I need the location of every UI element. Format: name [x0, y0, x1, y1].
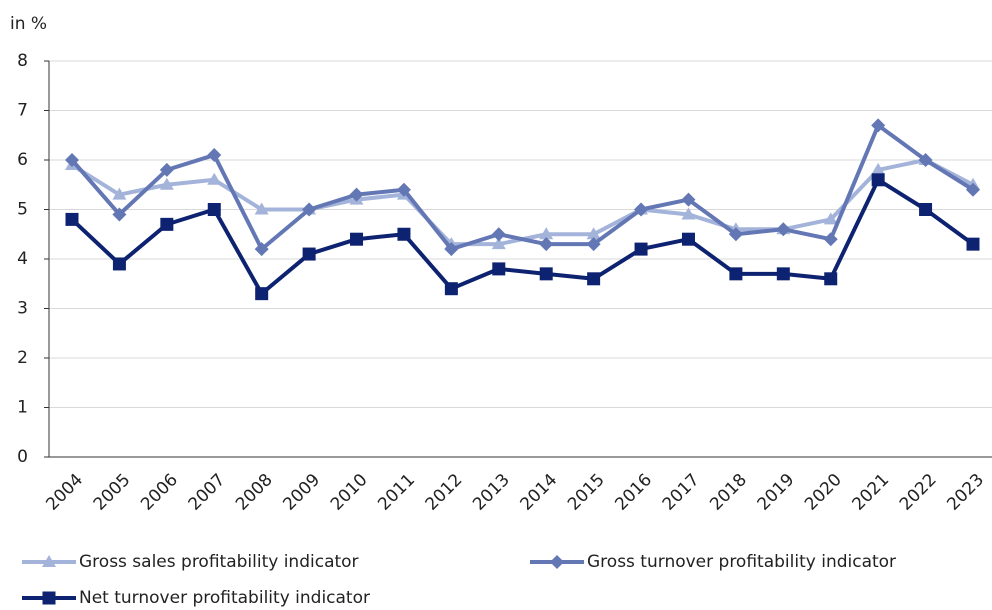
data-point: [729, 267, 743, 281]
series-line: [70, 158, 974, 247]
x-tick-label: 2010: [327, 470, 372, 515]
data-point: [397, 227, 411, 241]
data-point: [539, 227, 554, 240]
data-point: [112, 257, 126, 271]
legend-marker: [550, 555, 564, 569]
data-point: [823, 232, 838, 247]
y-tick-label: 2: [17, 348, 28, 368]
x-tick-label: 2017: [659, 470, 704, 515]
data-point: [539, 237, 554, 252]
data-point: [302, 247, 316, 261]
legend-label: Gross sales profitability indicator: [79, 552, 359, 572]
x-tick-label: 2022: [896, 470, 941, 515]
y-tick-label: 4: [17, 249, 28, 269]
y-tick-label: 5: [17, 200, 28, 220]
x-tick-label: 2007: [185, 470, 230, 515]
data-point: [444, 242, 459, 257]
data-point: [65, 153, 79, 167]
y-tick-label: 3: [17, 299, 28, 319]
data-point: [823, 212, 838, 225]
data-point: [634, 202, 649, 217]
data-point: [112, 207, 127, 222]
data-point: [871, 162, 886, 175]
x-tick-label: 2009: [279, 470, 324, 515]
data-point: [207, 148, 222, 163]
x-tick-label: 2018: [706, 470, 751, 515]
data-point: [159, 162, 174, 177]
data-point: [776, 267, 790, 281]
data-point: [776, 222, 791, 237]
data-point: [491, 237, 506, 250]
data-point: [681, 192, 696, 207]
data-point: [539, 267, 553, 281]
data-point: [65, 212, 79, 226]
legend-label: Net turnover profitability indicator: [79, 588, 370, 608]
x-tick-label: 2023: [943, 470, 988, 515]
y-tick-label: 0: [17, 447, 28, 467]
data-point: [966, 182, 980, 197]
data-point: [112, 187, 127, 200]
data-point: [871, 173, 885, 187]
data-point: [824, 272, 838, 286]
data-point: [159, 177, 174, 190]
y-tick-label: 8: [17, 51, 28, 71]
x-tick-label: 2008: [232, 470, 277, 515]
data-point: [350, 232, 364, 246]
y-axis-label: in %: [10, 14, 47, 34]
data-point: [254, 202, 269, 215]
legend-label: Gross turnover profitability indicator: [587, 552, 896, 572]
data-point: [349, 187, 364, 202]
y-tick-label: 6: [17, 150, 28, 170]
data-point: [207, 172, 222, 185]
data-point: [396, 182, 411, 197]
y-tick-label: 1: [17, 398, 28, 418]
data-point: [871, 118, 886, 133]
data-point: [918, 153, 933, 167]
x-tick-label: 2005: [90, 470, 135, 515]
series-line: [70, 177, 975, 296]
x-tick-label: 2016: [611, 470, 656, 515]
data-point: [681, 232, 695, 246]
x-tick-label: 2006: [137, 470, 182, 515]
data-point: [728, 227, 743, 242]
data-point: [586, 227, 601, 240]
data-point: [681, 207, 696, 220]
data-point: [207, 203, 221, 216]
x-tick-label: 2013: [469, 470, 514, 515]
data-point: [444, 282, 458, 296]
x-tick-label: 2004: [42, 470, 87, 515]
data-point: [255, 287, 269, 301]
x-tick-label: 2021: [848, 470, 893, 515]
x-tick-label: 2012: [422, 470, 467, 515]
series-line: [70, 123, 975, 252]
data-point: [919, 203, 933, 216]
data-point: [634, 242, 648, 256]
data-point: [254, 242, 269, 257]
x-tick-label: 2020: [801, 470, 846, 515]
x-tick-label: 2011: [374, 470, 419, 515]
legend-marker: [42, 555, 56, 567]
x-tick-label: 2015: [564, 470, 609, 515]
legend-marker: [42, 591, 56, 605]
data-point: [586, 237, 601, 252]
data-point: [491, 227, 506, 242]
y-tick-label: 7: [17, 101, 28, 121]
data-point: [492, 262, 506, 276]
x-tick-label: 2019: [754, 470, 799, 515]
data-point: [966, 237, 980, 251]
data-point: [160, 217, 174, 231]
data-point: [302, 202, 317, 217]
data-point: [587, 272, 601, 286]
x-tick-label: 2014: [517, 470, 562, 515]
